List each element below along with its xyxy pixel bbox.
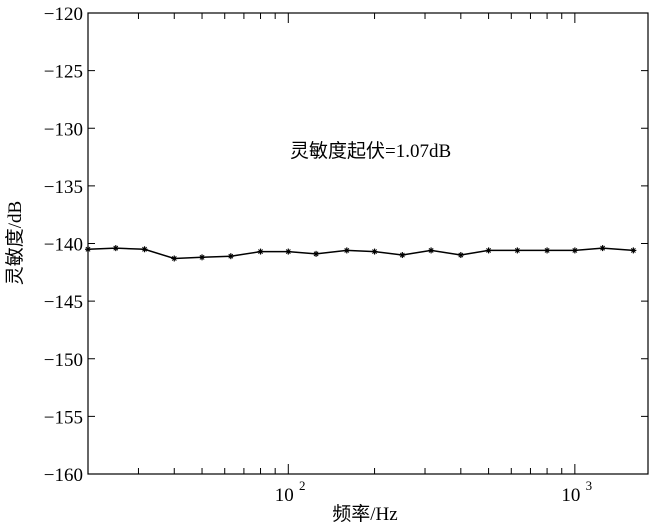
- data-point: [485, 247, 492, 254]
- data-point: [171, 255, 178, 262]
- data-point: [141, 246, 148, 253]
- y-tick-label: −155: [44, 407, 83, 428]
- data-point: [313, 250, 320, 257]
- y-axis-label: 灵敏度/dB: [4, 201, 26, 285]
- data-point: [199, 254, 206, 261]
- data-point: [85, 246, 91, 253]
- data-point: [514, 247, 521, 254]
- annotation-text: 灵敏度起伏=1.07dB: [290, 140, 451, 162]
- data-point: [112, 245, 119, 252]
- y-tick-label: −125: [44, 62, 83, 83]
- y-tick-label: −130: [44, 119, 83, 140]
- series-line: [87, 247, 634, 260]
- data-point: [285, 248, 292, 255]
- plot-frame: [87, 12, 649, 475]
- data-point: [457, 252, 464, 259]
- x-tick-label-exponent: 2: [299, 478, 306, 493]
- data-point: [227, 253, 234, 260]
- y-tick-label: −145: [44, 292, 83, 313]
- series-layer: [85, 245, 637, 262]
- data-point: [544, 247, 551, 254]
- x-axis-label: 频率/Hz: [332, 503, 397, 525]
- y-tick-label: −160: [44, 465, 83, 486]
- data-point: [343, 247, 350, 254]
- data-point: [630, 247, 637, 254]
- data-point: [428, 247, 435, 254]
- data-point: [257, 248, 264, 255]
- data-point: [571, 247, 578, 254]
- data-point: [371, 248, 378, 255]
- data-point: [599, 245, 606, 252]
- y-tick-label: −120: [44, 4, 83, 25]
- ticks: [87, 12, 648, 475]
- y-tick-label: −135: [44, 177, 83, 198]
- y-tick-label: −150: [44, 350, 83, 371]
- data-point: [399, 252, 406, 259]
- x-tick-label: 10: [275, 485, 294, 506]
- y-tick-label: −140: [44, 235, 83, 256]
- x-tick-label-exponent: 3: [586, 478, 593, 493]
- x-tick-label: 10: [561, 485, 580, 506]
